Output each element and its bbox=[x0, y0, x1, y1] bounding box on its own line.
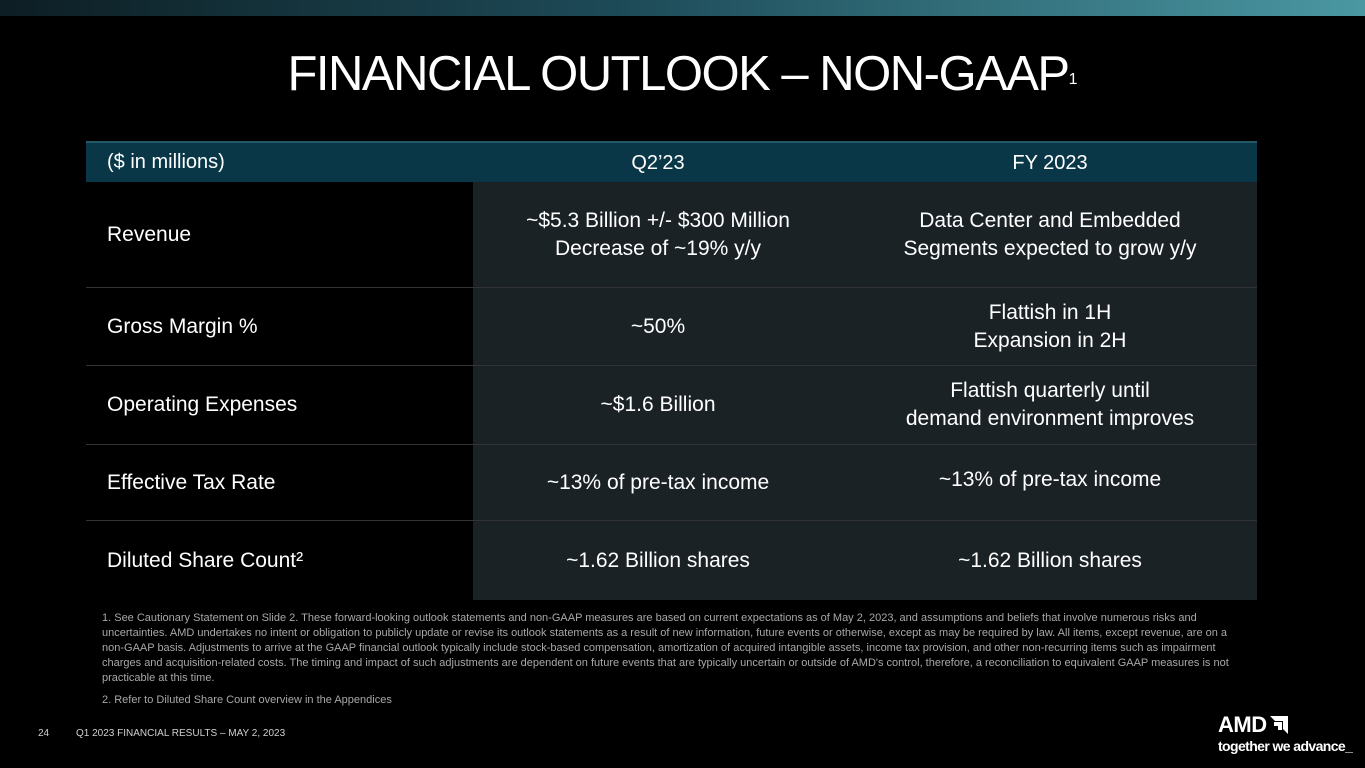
outlook-table: ($ in millions) Q2’23 FY 2023 Revenue ~$… bbox=[86, 141, 1257, 600]
page-number: 24 bbox=[38, 728, 50, 739]
slide-title: FINANCIAL OUTLOOK – NON-GAAP1 bbox=[0, 44, 1365, 104]
amd-arrow-icon bbox=[1269, 716, 1288, 734]
row-label: Diluted Share Count² bbox=[107, 548, 304, 572]
q2-line: ~$1.6 Billion bbox=[600, 393, 716, 416]
fy-value: Flattish in 1H Expansion in 2H bbox=[843, 288, 1257, 365]
fy-line: demand environment improves bbox=[905, 407, 1195, 430]
logo-brand: AMD bbox=[1218, 712, 1267, 737]
amd-wordmark: AMD bbox=[1218, 713, 1353, 737]
footnote-2: 2. Refer to Diluted Share Count overview… bbox=[102, 694, 392, 706]
fy-line: ~13% of pre-tax income bbox=[938, 467, 1162, 491]
table-header-row: ($ in millions) Q2’23 FY 2023 bbox=[86, 141, 1257, 182]
fy-line: Segments expected to grow y/y bbox=[903, 236, 1197, 260]
fy-value: ~13% of pre-tax income bbox=[843, 445, 1257, 520]
q2-value: ~13% of pre-tax income bbox=[473, 445, 843, 520]
q2-value: ~$5.3 Billion +/- $300 Million Decrease … bbox=[473, 182, 843, 287]
row-label: Gross Margin % bbox=[107, 314, 258, 338]
title-footnote-marker: 1 bbox=[1068, 71, 1078, 88]
q2-line: ~50% bbox=[630, 314, 686, 338]
table-row-diluted-share-count: Diluted Share Count² ~1.62 Billion share… bbox=[86, 521, 1257, 600]
top-accent-bar bbox=[0, 0, 1365, 16]
fy-line: Expansion in 2H bbox=[973, 328, 1127, 352]
footer-text: Q1 2023 FINANCIAL RESULTS – MAY 2, 2023 bbox=[76, 728, 286, 739]
table-row-effective-tax-rate: Effective Tax Rate ~13% of pre-tax incom… bbox=[86, 445, 1257, 521]
row-label: Revenue bbox=[107, 222, 192, 246]
q2-value: ~$1.6 Billion bbox=[473, 366, 843, 444]
q2-line: ~13% of pre-tax income bbox=[546, 470, 770, 494]
row-label: Operating Expenses bbox=[107, 393, 298, 416]
footnote-1: 1. See Cautionary Statement on Slide 2. … bbox=[102, 612, 1229, 684]
fy-value: Flattish quarterly until demand environm… bbox=[843, 366, 1257, 444]
fy-line: Data Center and Embedded bbox=[919, 208, 1181, 232]
fy-line: Flattish quarterly until bbox=[950, 379, 1150, 402]
header-fy: FY 2023 bbox=[1012, 151, 1088, 174]
footnotes: 1. See Cautionary Statement on Slide 2. … bbox=[102, 611, 1242, 715]
table-row-gross-margin: Gross Margin % ~50% Flattish in 1H Expan… bbox=[86, 288, 1257, 366]
fy-line: Flattish in 1H bbox=[988, 300, 1112, 324]
amd-logo: AMD together we advance_ bbox=[1218, 713, 1353, 755]
table-row-operating-expenses: Operating Expenses ~$1.6 Billion Flattis… bbox=[86, 366, 1257, 445]
row-label: Effective Tax Rate bbox=[107, 470, 276, 494]
fy-line: ~1.62 Billion shares bbox=[958, 548, 1142, 572]
q2-line: ~1.62 Billion shares bbox=[566, 548, 750, 572]
logo-tagline: together we advance_ bbox=[1218, 738, 1353, 754]
fy-value: ~1.62 Billion shares bbox=[843, 521, 1257, 600]
header-q2: Q2’23 bbox=[631, 151, 685, 174]
table-row-revenue: Revenue ~$5.3 Billion +/- $300 Million D… bbox=[86, 182, 1257, 288]
q2-line: ~$5.3 Billion +/- $300 Million bbox=[526, 208, 790, 232]
q2-line: Decrease of ~19% y/y bbox=[554, 236, 761, 260]
q2-value: ~1.62 Billion shares bbox=[473, 521, 843, 600]
fy-value: Data Center and Embedded Segments expect… bbox=[843, 182, 1257, 287]
slide-title-text: FINANCIAL OUTLOOK – NON-GAAP bbox=[287, 47, 1070, 101]
q2-value: ~50% bbox=[473, 288, 843, 365]
slide-footer: 24 Q1 2023 FINANCIAL RESULTS – MAY 2, 202… bbox=[38, 728, 285, 739]
header-units: ($ in millions) bbox=[107, 151, 225, 173]
